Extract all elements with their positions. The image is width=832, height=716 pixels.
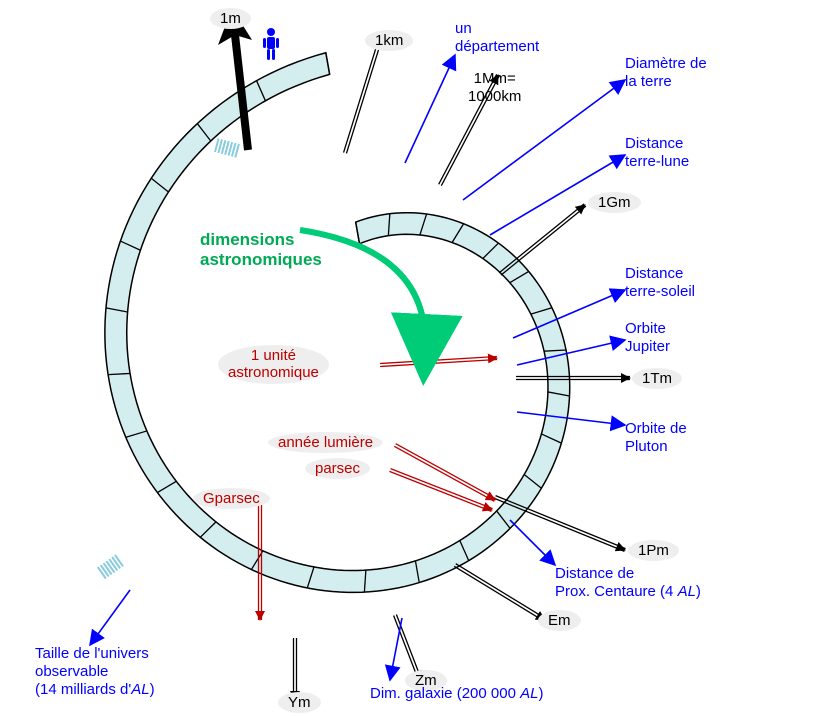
pill-1Mm: 1Mm= 1000km xyxy=(468,70,521,106)
astronomical-scale-diagram xyxy=(0,0,832,716)
label-departement: un département xyxy=(455,20,539,56)
pill-parsec: parsec xyxy=(305,458,370,479)
pill-1km: 1km xyxy=(365,30,413,51)
pill-Em: Em xyxy=(538,610,581,631)
label-terre-soleil: Distance terre-soleil xyxy=(625,265,695,301)
label-dim-galaxie: Dim. galaxie (200 000 AL) xyxy=(370,685,543,703)
pill-annee-lumiere: année lumière xyxy=(268,432,383,453)
label-dimensions: dimensions astronomiques xyxy=(200,230,322,271)
pill-unite-astronomique: 1 unité astronomique xyxy=(218,345,329,384)
person-icon xyxy=(263,28,279,60)
pill-1Pm: 1Pm xyxy=(628,540,679,561)
pill-Ym: Ym xyxy=(278,692,321,713)
pill-1m: 1m xyxy=(210,8,251,29)
label-univers: Taille de l'univers observable (14 milli… xyxy=(35,645,155,699)
label-orbite-jupiter: Orbite Jupiter xyxy=(625,320,670,356)
pill-1Tm: 1Tm xyxy=(632,368,682,389)
pill-1Gm: 1Gm xyxy=(588,192,641,213)
pill-gparsec: Gparsec xyxy=(193,488,270,509)
label-terre-lune: Distance terre-lune xyxy=(625,135,689,171)
label-prox-centaure: Distance de Prox. Centaure (4 AL) xyxy=(555,565,701,601)
spiral-band xyxy=(105,53,570,593)
label-diam-terre: Diamètre de la terre xyxy=(625,55,707,91)
label-orbite-pluton: Orbite de Pluton xyxy=(625,420,687,456)
